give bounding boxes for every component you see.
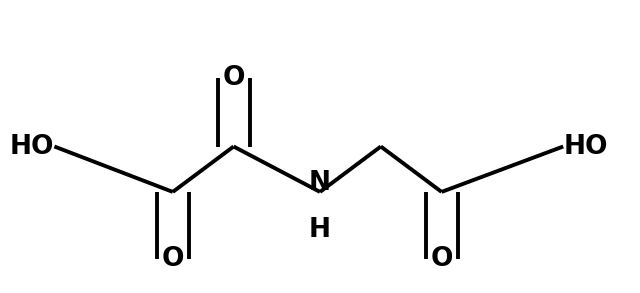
Text: H: H	[309, 217, 331, 243]
Text: HO: HO	[10, 134, 54, 159]
Text: O: O	[222, 65, 245, 91]
Text: O: O	[430, 246, 453, 272]
Text: HO: HO	[563, 134, 608, 159]
Text: N: N	[309, 170, 331, 196]
Text: O: O	[161, 246, 184, 272]
